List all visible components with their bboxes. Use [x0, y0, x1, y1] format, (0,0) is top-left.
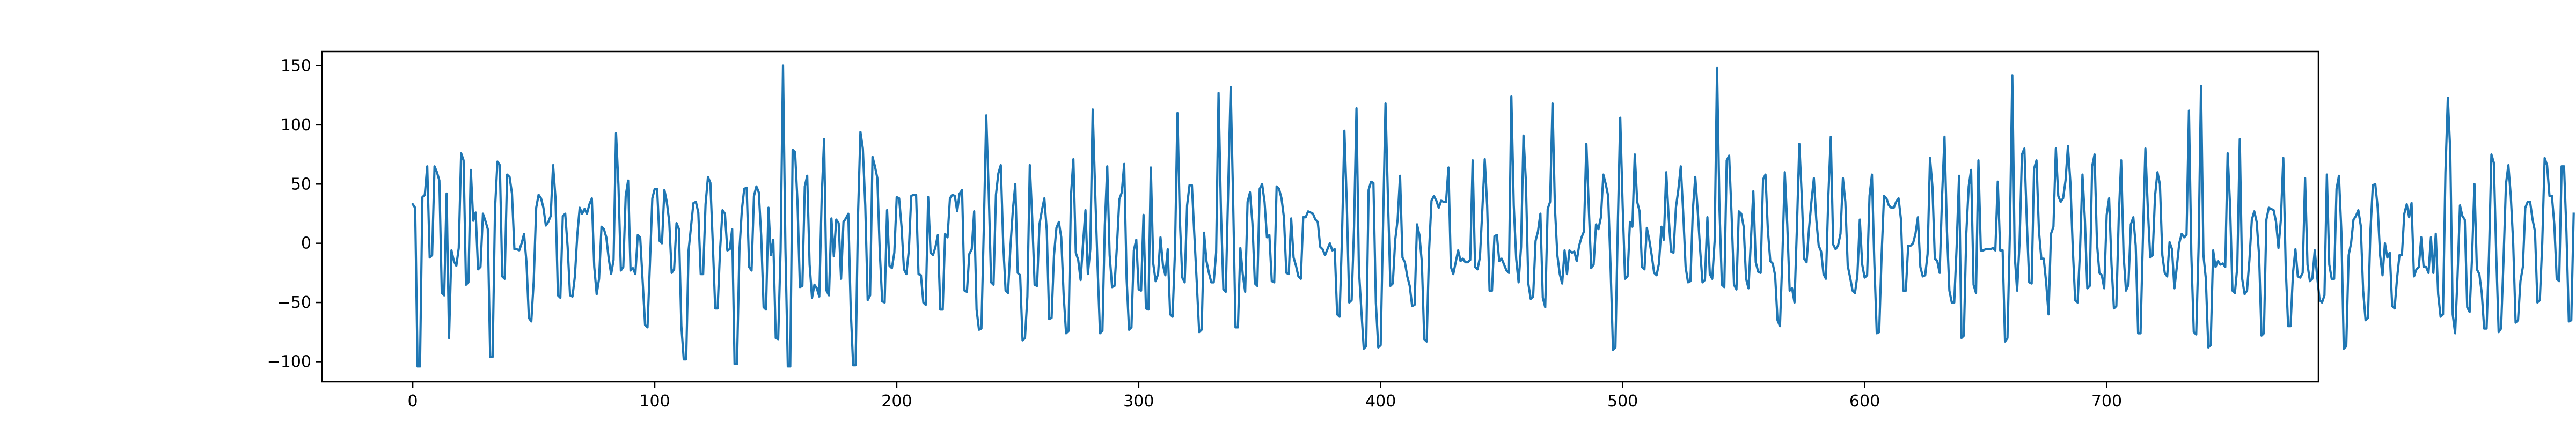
y-tick-label: 50: [291, 175, 311, 194]
x-tick-label: 0: [408, 392, 418, 411]
x-tick-label: 200: [881, 392, 912, 411]
y-tick-label: 150: [281, 56, 311, 75]
series-line: [411, 64, 2575, 368]
x-tick-label: 700: [2091, 392, 2122, 411]
y-tick-label: 0: [301, 234, 311, 253]
x-tick-label: 300: [1123, 392, 1154, 411]
y-tick-label: −50: [277, 293, 311, 312]
x-tick-label: 500: [1607, 392, 1638, 411]
axis-ticks: 0 100 200 300 400 500 600 700 −100 −50 0 50 100 150: [267, 56, 2122, 411]
plot-area-frame: [321, 50, 2319, 383]
x-tick-label: 400: [1365, 392, 1396, 411]
y-tick-label: 100: [281, 116, 311, 135]
y-tick-label: −100: [267, 352, 311, 371]
x-tick-label: 600: [1849, 392, 1880, 411]
series-layer: [411, 64, 2575, 368]
x-tick-label: 100: [639, 392, 670, 411]
